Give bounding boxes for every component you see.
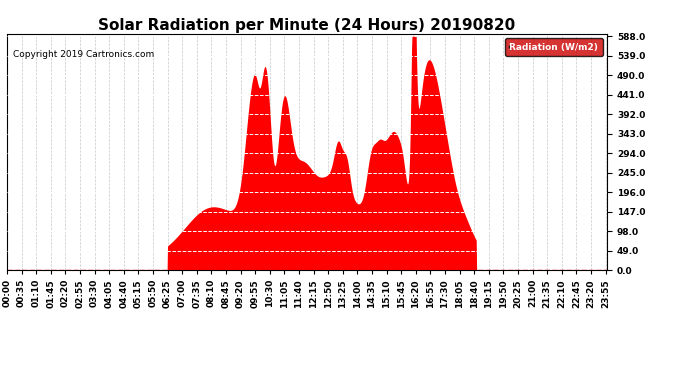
Text: Copyright 2019 Cartronics.com: Copyright 2019 Cartronics.com: [13, 50, 154, 59]
Title: Solar Radiation per Minute (24 Hours) 20190820: Solar Radiation per Minute (24 Hours) 20…: [99, 18, 515, 33]
Legend: Radiation (W/m2): Radiation (W/m2): [505, 38, 602, 56]
